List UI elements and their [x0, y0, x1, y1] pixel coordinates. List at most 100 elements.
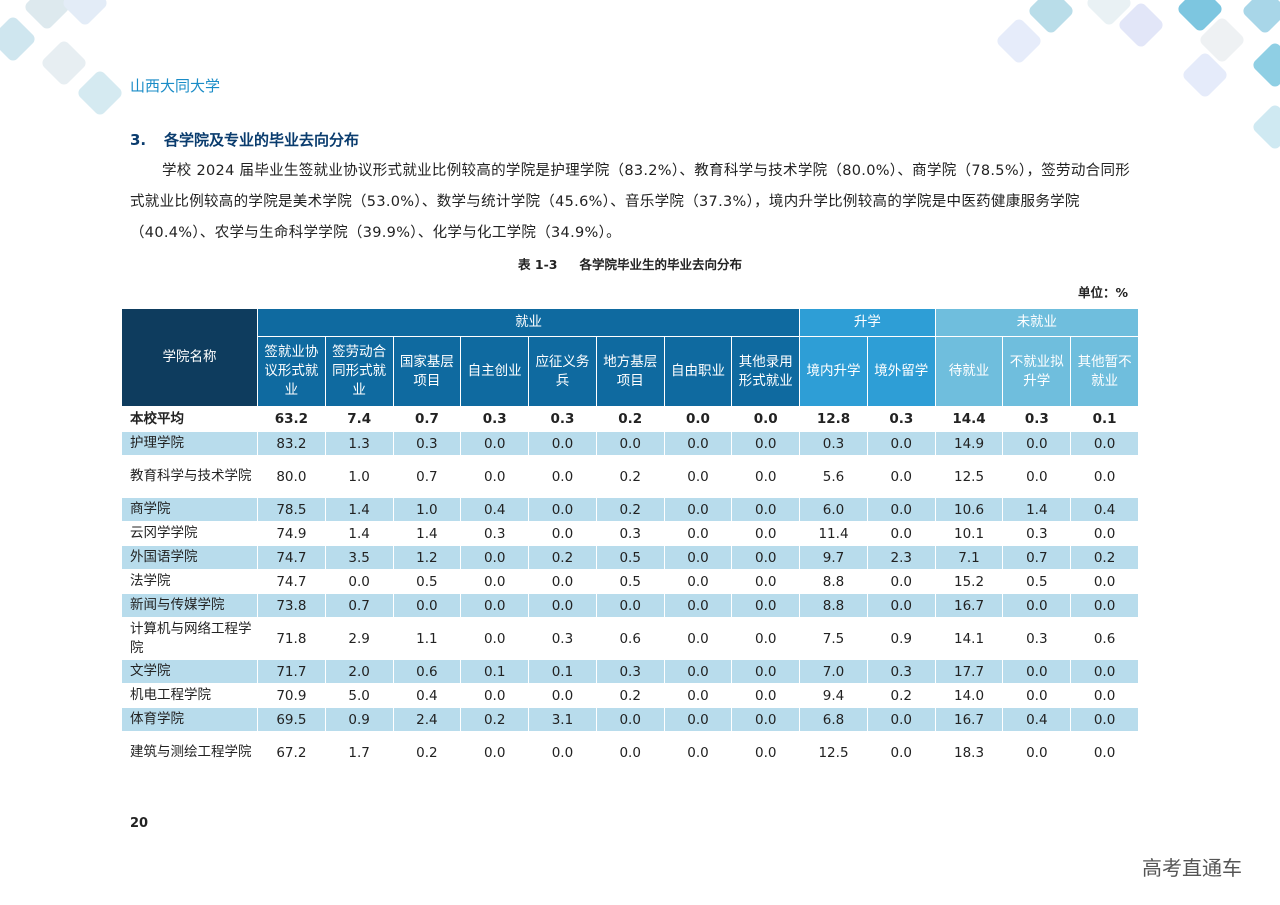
header-other-not-employed: 其他暂不就业: [1070, 336, 1139, 407]
college-name-cell: 本校平均: [121, 406, 258, 432]
value-cell: 74.9: [257, 521, 326, 546]
watermark-text: 高考直通车: [1142, 856, 1242, 880]
value-cell: 0.4: [1070, 497, 1139, 522]
header-study-abroad: 境外留学: [866, 336, 936, 407]
table-caption-number: 表 1-3: [518, 257, 558, 272]
value-cell: 0.0: [1002, 455, 1072, 498]
value-cell: 0.0: [595, 731, 665, 774]
value-cell: 0.3: [460, 406, 530, 432]
college-name-cell: 计算机与网络工程学院: [121, 617, 258, 660]
value-cell: 67.2: [257, 731, 326, 774]
college-name-cell: 机电工程学院: [121, 683, 258, 708]
value-cell: 0.0: [528, 431, 597, 456]
value-cell: 1.4: [324, 497, 394, 522]
value-cell: 5.6: [799, 455, 868, 498]
value-cell: 0.0: [731, 617, 801, 660]
value-cell: 71.7: [257, 659, 326, 684]
value-cell: 0.2: [595, 497, 665, 522]
value-cell: 0.0: [460, 617, 530, 660]
value-cell: 0.3: [392, 431, 462, 456]
value-cell: 12.5: [799, 731, 868, 774]
value-cell: 0.0: [528, 593, 597, 618]
header-domestic-study: 境内升学: [799, 336, 868, 407]
value-cell: 0.3: [866, 659, 936, 684]
value-cell: 0.0: [866, 431, 936, 456]
section-title: 各学院及专业的毕业去向分布: [164, 131, 360, 149]
value-cell: 70.9: [257, 683, 326, 708]
value-cell: 0.6: [595, 617, 665, 660]
value-cell: 8.8: [799, 593, 868, 618]
value-cell: 2.4: [392, 707, 462, 732]
value-cell: 3.5: [324, 545, 394, 570]
value-cell: 0.0: [1070, 431, 1139, 456]
value-cell: 1.4: [1002, 497, 1072, 522]
value-cell: 1.0: [392, 497, 462, 522]
header-other-employment: 其他录用形式就业: [731, 336, 801, 407]
value-cell: 2.9: [324, 617, 394, 660]
value-cell: 0.4: [1002, 707, 1072, 732]
value-cell: 0.5: [392, 569, 462, 594]
value-cell: 0.7: [392, 406, 462, 432]
value-cell: 0.0: [595, 431, 665, 456]
value-cell: 0.2: [866, 683, 936, 708]
value-cell: 0.0: [1002, 593, 1072, 618]
value-cell: 0.9: [324, 707, 394, 732]
value-cell: 0.5: [595, 569, 665, 594]
college-name-cell: 云冈学学院: [121, 521, 258, 546]
value-cell: 0.0: [731, 545, 801, 570]
value-cell: 0.3: [1002, 521, 1072, 546]
value-cell: 1.0: [324, 455, 394, 498]
value-cell: 0.0: [1002, 659, 1072, 684]
value-cell: 0.0: [1070, 707, 1139, 732]
value-cell: 16.7: [934, 707, 1004, 732]
value-cell: 0.0: [460, 731, 530, 774]
value-cell: 0.1: [460, 659, 530, 684]
value-cell: 0.0: [663, 497, 733, 522]
value-cell: 69.5: [257, 707, 326, 732]
value-cell: 0.0: [528, 569, 597, 594]
value-cell: 0.3: [595, 659, 665, 684]
value-cell: 0.0: [460, 569, 530, 594]
value-cell: 1.4: [392, 521, 462, 546]
value-cell: 15.2: [934, 569, 1004, 594]
value-cell: 0.0: [663, 617, 733, 660]
value-cell: 0.0: [663, 569, 733, 594]
decor-diamond: [1250, 102, 1280, 152]
decor-diamond: [994, 16, 1044, 66]
value-cell: 7.1: [934, 545, 1004, 570]
value-cell: 0.0: [595, 593, 665, 618]
value-cell: 16.7: [934, 593, 1004, 618]
value-cell: 10.6: [934, 497, 1004, 522]
value-cell: 0.2: [595, 406, 665, 432]
value-cell: 0.2: [595, 455, 665, 498]
value-cell: 0.0: [866, 707, 936, 732]
value-cell: 74.7: [257, 545, 326, 570]
value-cell: 0.0: [731, 406, 801, 432]
decor-diamond: [0, 14, 38, 64]
decor-diamond: [1240, 0, 1280, 36]
value-cell: 0.7: [1002, 545, 1072, 570]
value-cell: 0.4: [392, 683, 462, 708]
value-cell: 0.0: [866, 569, 936, 594]
value-cell: 0.0: [731, 521, 801, 546]
value-cell: 0.0: [1070, 683, 1139, 708]
value-cell: 0.1: [528, 659, 597, 684]
value-cell: 0.0: [866, 521, 936, 546]
value-cell: 0.0: [731, 431, 801, 456]
header-self-employment: 自主创业: [460, 336, 530, 407]
value-cell: 14.0: [934, 683, 1004, 708]
value-cell: 0.3: [528, 406, 597, 432]
table-row: 文学院 71.7 2.0 0.6 0.1 0.1 0.3 0.0 0.0 7.0 0.3 17.7 0.…: [121, 659, 1139, 684]
value-cell: 8.8: [799, 569, 868, 594]
header-group-further-study: 升学: [799, 308, 936, 337]
college-name-cell: 护理学院: [121, 431, 258, 456]
value-cell: 0.3: [1002, 406, 1072, 432]
header-national-grassroots: 国家基层项目: [392, 336, 462, 407]
header-group-unemployed: 未就业: [934, 308, 1139, 337]
value-cell: 0.0: [460, 593, 530, 618]
decor-diamond: [1250, 40, 1280, 90]
value-cell: 0.2: [595, 683, 665, 708]
value-cell: 0.0: [1002, 731, 1072, 774]
table-row: 外国语学院 74.7 3.5 1.2 0.0 0.2 0.5 0.0 0.0 9.7 2.3 7.1 0…: [121, 545, 1139, 570]
table-row-average: 本校平均 63.2 7.4 0.7 0.3 0.3 0.2 0.0 0.0 12.8 0.3 14.4…: [121, 406, 1139, 432]
